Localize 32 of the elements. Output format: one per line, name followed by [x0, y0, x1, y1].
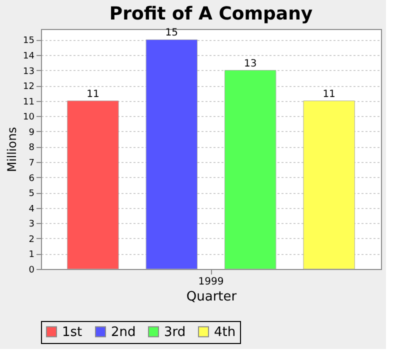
- x-tick-label: 1999: [198, 276, 224, 288]
- legend-label: 3rd: [164, 324, 186, 340]
- y-tick-label: 8: [28, 143, 35, 154]
- y-tick-label: 14: [23, 51, 35, 62]
- y-tick-label: 0: [28, 266, 35, 276]
- bar: [146, 39, 198, 270]
- legend-label: 2nd: [111, 324, 136, 340]
- y-tick-label: 10: [23, 112, 35, 123]
- y-tick-label: 15: [23, 36, 34, 46]
- y-tick-label: 2: [28, 234, 34, 245]
- y-tick-label: 3: [28, 220, 34, 230]
- x-axis-title: Quarter: [186, 290, 238, 304]
- y-tick-label: 9: [28, 128, 35, 138]
- bar: [67, 100, 119, 270]
- data-label: 15: [165, 28, 178, 39]
- y-tick-label: 1: [28, 250, 34, 260]
- bar: [303, 100, 355, 270]
- y-tick-label: 4: [28, 204, 35, 214]
- y-tick-label: 6: [28, 174, 35, 184]
- y-tick-label: 7: [28, 158, 34, 168]
- chart-title: Profit of A Company: [109, 4, 313, 25]
- legend-label: 1st: [62, 324, 82, 340]
- legend-label: 4th: [214, 324, 236, 340]
- data-label: 11: [86, 88, 100, 100]
- data-label: 11: [322, 88, 336, 100]
- y-axis-title: Millions: [5, 127, 20, 172]
- y-tick-label: 12: [23, 82, 34, 92]
- y-tick-label: 13: [23, 66, 34, 77]
- y-tick-label: 11: [23, 97, 34, 108]
- bar: [224, 70, 276, 270]
- y-tick-label: 5: [28, 189, 34, 200]
- data-label: 13: [244, 58, 257, 70]
